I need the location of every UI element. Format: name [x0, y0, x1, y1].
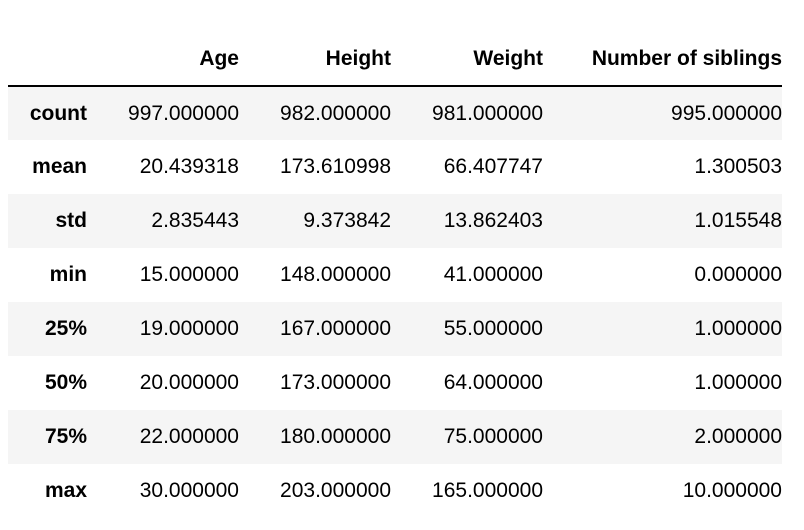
describe-table: Age Height Weight Number of siblings cou… — [8, 33, 782, 518]
table-cell: 1.300503 — [694, 155, 782, 178]
table-row: std 2.835443 9.373842 13.862403 1.015548 — [8, 194, 782, 248]
table-body: count 997.000000 982.000000 981.000000 9… — [8, 86, 782, 518]
table-cell: 41.000000 — [443, 263, 543, 286]
table-row: 75% 22.000000 180.000000 75.000000 2.000… — [8, 410, 782, 464]
column-header-age: Age — [87, 33, 239, 87]
table-cell: 148.000000 — [280, 263, 391, 286]
table-cell: 10.000000 — [682, 479, 782, 502]
header-row: Age Height Weight Number of siblings — [8, 33, 782, 87]
row-label: std — [55, 209, 88, 232]
table-row: 50% 20.000000 173.000000 64.000000 1.000… — [8, 356, 782, 410]
column-header-height: Height — [239, 33, 391, 87]
table-cell: 66.407747 — [443, 155, 543, 178]
table-cell: 2.000000 — [694, 425, 782, 448]
table-cell: 982.000000 — [280, 101, 391, 125]
table-cell: 55.000000 — [443, 317, 543, 340]
table-row: max 30.000000 203.000000 165.000000 10.0… — [8, 464, 782, 518]
table-cell: 1.000000 — [694, 371, 782, 394]
table-row: count 997.000000 982.000000 981.000000 9… — [8, 86, 782, 140]
table-cell: 167.000000 — [280, 317, 391, 340]
row-label: 75% — [44, 425, 87, 448]
table-cell: 19.000000 — [139, 317, 239, 340]
table-row: 25% 19.000000 167.000000 55.000000 1.000… — [8, 302, 782, 356]
table-cell: 15.000000 — [139, 263, 239, 286]
table-cell: 22.000000 — [139, 425, 239, 448]
table-cell: 30.000000 — [139, 479, 239, 502]
table-cell: 997.000000 — [128, 101, 239, 125]
row-label: 50% — [44, 371, 87, 394]
row-label: count — [29, 101, 87, 125]
table-cell: 203.000000 — [280, 479, 391, 502]
table-cell: 75.000000 — [443, 425, 543, 448]
row-label: mean — [32, 155, 87, 178]
table-cell: 64.000000 — [443, 371, 543, 394]
table-cell: 981.000000 — [432, 101, 543, 125]
table-cell: 180.000000 — [280, 425, 391, 448]
table-cell: 165.000000 — [432, 479, 543, 502]
table-cell: 0.000000 — [694, 263, 782, 286]
table-cell: 1.000000 — [694, 317, 782, 340]
row-label: min — [49, 263, 87, 286]
row-label: 25% — [44, 317, 87, 340]
column-header-number-of-siblings: Number of siblings — [543, 33, 782, 87]
table-row: min 15.000000 148.000000 41.000000 0.000… — [8, 248, 782, 302]
index-header — [8, 33, 87, 87]
dataframe-output: Age Height Weight Number of siblings cou… — [8, 33, 782, 518]
table-cell: 173.610998 — [280, 155, 391, 178]
table-row: mean 20.439318 173.610998 66.407747 1.30… — [8, 140, 782, 194]
table-cell: 2.835443 — [151, 209, 239, 232]
column-header-weight: Weight — [391, 33, 543, 87]
table-cell: 20.000000 — [139, 371, 239, 394]
table-cell: 1.015548 — [694, 209, 782, 232]
table-cell: 20.439318 — [139, 155, 239, 178]
row-label: max — [44, 479, 87, 502]
table-cell: 9.373842 — [303, 209, 391, 232]
table-cell: 173.000000 — [280, 371, 391, 394]
table-header: Age Height Weight Number of siblings — [8, 33, 782, 87]
table-cell: 995.000000 — [671, 101, 782, 125]
table-cell: 13.862403 — [443, 209, 543, 232]
